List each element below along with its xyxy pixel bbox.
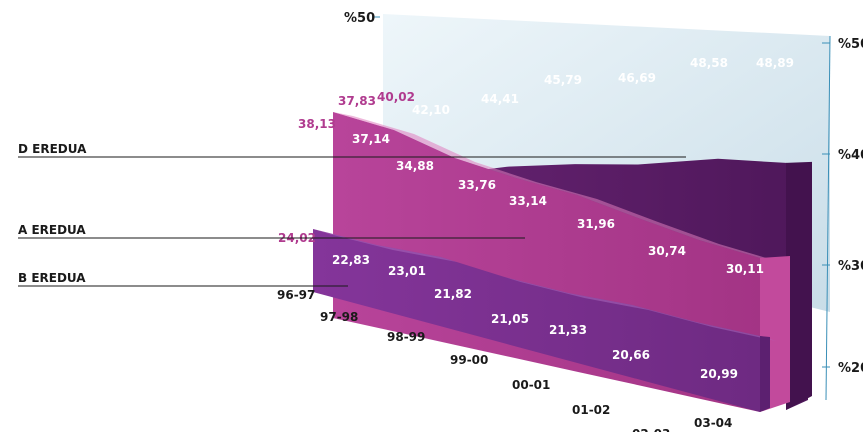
series-label-d-eredua: D EREDUA bbox=[18, 142, 87, 156]
data-label: 37,83 bbox=[338, 94, 376, 108]
data-label: 38,13 bbox=[298, 117, 336, 131]
right-axis-tick-label: %50 bbox=[838, 37, 863, 52]
data-label: 21,05 bbox=[491, 312, 529, 326]
x-axis-tick-label: 01-02 bbox=[572, 403, 610, 417]
data-label: 21,82 bbox=[434, 287, 472, 301]
data-label: 34,88 bbox=[396, 159, 434, 173]
data-label: 20,99 bbox=[700, 367, 738, 381]
data-label: 45,79 bbox=[544, 73, 582, 87]
data-label: 20,66 bbox=[612, 348, 650, 362]
series-label-a-eredua: A EREDUA bbox=[18, 223, 86, 237]
right-axis-tick-label: %40 bbox=[838, 148, 863, 163]
data-label: 37,14 bbox=[352, 132, 390, 146]
x-axis-tick-label: 00-01 bbox=[512, 378, 550, 392]
x-axis-tick-label: 96-97 bbox=[277, 288, 315, 302]
side-b-eredua bbox=[760, 336, 770, 412]
right-axis-line bbox=[825, 35, 831, 401]
left-axis-label: %50 bbox=[344, 11, 375, 26]
data-label: 23,01 bbox=[388, 264, 426, 278]
x-axis-tick-label: 97-98 bbox=[320, 310, 358, 324]
right-axis-tick-label: %20 bbox=[838, 361, 863, 376]
series-label-b-eredua: B EREDUA bbox=[18, 271, 86, 285]
data-label: 48,89 bbox=[756, 56, 794, 70]
data-label: 33,14 bbox=[509, 194, 547, 208]
data-label: 30,74 bbox=[648, 244, 686, 258]
data-label: 44,41 bbox=[481, 92, 519, 106]
data-label: 42,10 bbox=[412, 103, 450, 117]
right-axis-tick-label: %30 bbox=[838, 259, 863, 274]
data-label: 46,69 bbox=[618, 71, 656, 85]
data-label: 22,83 bbox=[332, 253, 370, 267]
side-d-eredua bbox=[786, 161, 812, 410]
x-axis-tick-label: 03-04 bbox=[694, 416, 732, 430]
ridge-a-eredua bbox=[333, 112, 780, 262]
x-axis-tick-label: 99-00 bbox=[450, 353, 488, 367]
x-axis-labels: 96-97 97-98 98-99 99-00 00-01 01-02 02-03 03-04 bbox=[277, 288, 732, 432]
data-label: 33,76 bbox=[458, 178, 496, 192]
series-legend: D EREDUA A EREDUA B EREDUA bbox=[18, 142, 686, 287]
ridge-b-eredua bbox=[313, 229, 776, 341]
data-label: 21,33 bbox=[549, 323, 587, 337]
x-axis-tick-label: 02-03 bbox=[632, 427, 670, 432]
x-axis-tick-label: 98-99 bbox=[387, 330, 425, 344]
data-label: 48,58 bbox=[690, 56, 728, 70]
area-b-eredua bbox=[313, 229, 760, 412]
right-axis: %50 %40 %30 %20 bbox=[822, 37, 863, 376]
series-b-eredua bbox=[313, 229, 776, 412]
data-label: 31,96 bbox=[577, 217, 615, 231]
data-label: 30,11 bbox=[726, 262, 764, 276]
data-label: 40,02 bbox=[377, 90, 415, 104]
